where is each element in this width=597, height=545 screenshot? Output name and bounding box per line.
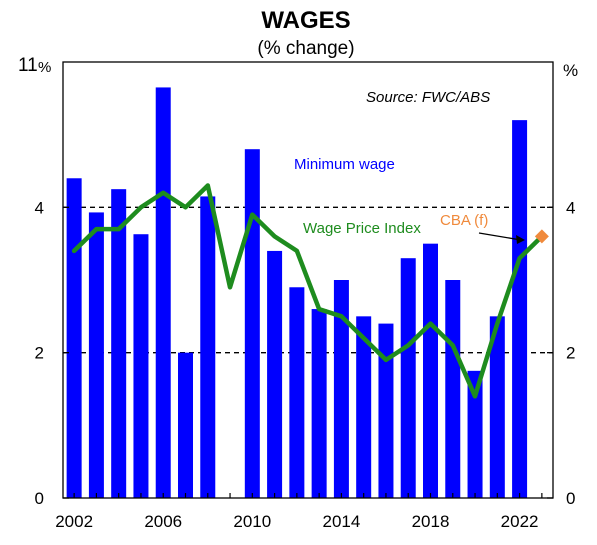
bar-minimum-wage-2007 bbox=[178, 352, 193, 498]
bar-minimum-wage-2016 bbox=[378, 323, 394, 498]
right-tick-label-0: 0 bbox=[566, 489, 575, 508]
right-tick-label-2: 2 bbox=[566, 344, 575, 363]
x-tick-label-2006: 2006 bbox=[144, 512, 182, 531]
bar-minimum-wage-2003 bbox=[88, 212, 104, 499]
bar-minimum-wage-2006 bbox=[155, 87, 171, 498]
bar-minimum-wage-2017 bbox=[400, 258, 416, 498]
plot-frame bbox=[62, 61, 554, 499]
x-tick-label-2014: 2014 bbox=[322, 512, 360, 531]
bar-minimum-wage-2004 bbox=[111, 189, 127, 498]
left-tick-label-4: 4 bbox=[35, 198, 44, 217]
bar-minimum-wage-2005 bbox=[133, 234, 149, 498]
axis-ticks: 0 0 2 2 4 4 2002 2006 2010 2014 2018 2022 bbox=[35, 198, 576, 531]
x-tick-label-2022: 2022 bbox=[501, 512, 539, 531]
legend-cba-forecast: CBA (f) bbox=[440, 212, 488, 229]
bar-minimum-wage-2018 bbox=[423, 243, 438, 498]
x-tick-label-2018: 2018 bbox=[412, 512, 450, 531]
right-tick-label-4: 4 bbox=[566, 198, 575, 217]
right-unit-label: % bbox=[563, 61, 578, 80]
bar-minimum-wage-2019 bbox=[445, 280, 461, 498]
left-top-tick-label: 11 bbox=[18, 55, 38, 76]
wage-price-index-line bbox=[71, 183, 545, 399]
bar-minimum-wage-2013 bbox=[311, 309, 327, 498]
cba-forecast-marker bbox=[534, 229, 549, 244]
cba-arrow-head bbox=[516, 235, 525, 244]
bar-minimum-wage-2008 bbox=[200, 196, 216, 498]
left-unit-label: % bbox=[38, 59, 51, 76]
cba-arrow-line bbox=[478, 232, 522, 241]
legend-wage-price-index: Wage Price Index bbox=[303, 220, 421, 237]
source-note: Source: FWC/ABS bbox=[366, 89, 490, 106]
bar-minimum-wage-2012 bbox=[289, 287, 305, 498]
bar-minimum-wage-2021 bbox=[489, 316, 505, 498]
bar-minimum-wage-2015 bbox=[356, 316, 372, 498]
bar-minimum-wage-2002 bbox=[66, 178, 82, 498]
bar-minimum-wage-2011 bbox=[267, 250, 283, 498]
bar-minimum-wage-2022 bbox=[512, 120, 528, 498]
x-tick-label-2002: 2002 bbox=[55, 512, 93, 531]
wage-price-index-line-group bbox=[71, 183, 549, 399]
left-tick-label-0: 0 bbox=[35, 489, 44, 508]
x-tick-label-2010: 2010 bbox=[233, 512, 271, 531]
bar-minimum-wage-2014 bbox=[333, 280, 349, 498]
chart-subtitle: (% change) bbox=[257, 38, 354, 59]
left-tick-label-2: 2 bbox=[35, 344, 44, 363]
minimum-wage-bars bbox=[66, 87, 528, 499]
bar-minimum-wage-2010 bbox=[244, 149, 260, 498]
legend-minimum-wage: Minimum wage bbox=[294, 156, 395, 173]
chart-title: WAGES bbox=[261, 7, 350, 34]
bar-minimum-wage-2020 bbox=[467, 370, 483, 498]
